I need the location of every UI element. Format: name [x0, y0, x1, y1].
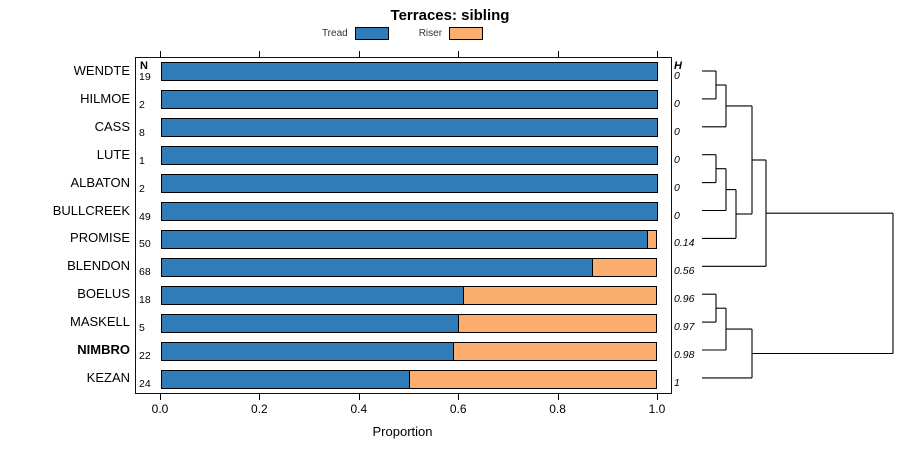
- stacked-bar: [161, 174, 658, 194]
- h-value: 0.97: [674, 321, 695, 334]
- legend-item: Tread: [322, 27, 389, 40]
- h-column-header: H: [674, 60, 682, 72]
- n-value: 1: [139, 154, 145, 167]
- n-value: 18: [139, 294, 151, 307]
- legend: Tread Riser: [135, 27, 670, 40]
- x-tick-top: [259, 51, 261, 57]
- category-label: CASS: [94, 118, 130, 134]
- bar-segment-tread: [161, 369, 410, 389]
- n-value: 19: [139, 70, 151, 83]
- stacked-bar: [161, 369, 657, 389]
- x-tick-bottom: [657, 394, 658, 400]
- x-tick-label: 1.0: [648, 402, 666, 416]
- bar-segment-riser: [408, 369, 657, 389]
- x-tick-top: [557, 51, 559, 57]
- stacked-bar: [161, 229, 657, 249]
- bar-segment-riser: [453, 341, 657, 361]
- x-tick-bottom: [160, 394, 161, 400]
- bar-segment-tread: [161, 62, 658, 82]
- bar-segment-tread: [161, 202, 658, 222]
- n-value: 49: [139, 210, 151, 223]
- h-value: 0: [674, 97, 680, 110]
- stacked-bar: [161, 313, 657, 333]
- tread-swatch: [354, 27, 389, 40]
- x-tick-top: [160, 51, 161, 57]
- category-label: MASKELL: [70, 314, 130, 330]
- bar-segment-tread: [161, 229, 649, 249]
- category-label: LUTE: [96, 146, 130, 162]
- x-tick-top: [657, 51, 658, 57]
- h-value: 0: [674, 153, 680, 166]
- x-tick-label: 0.2: [251, 402, 268, 416]
- h-value: 0: [674, 69, 680, 82]
- stacked-bar: [161, 285, 657, 305]
- stacked-bar: [161, 62, 658, 82]
- h-value: 0.96: [674, 293, 695, 306]
- stacked-bar: [161, 118, 658, 138]
- bar-segment-tread: [161, 146, 658, 166]
- n-value: 50: [139, 238, 151, 251]
- x-tick-top: [458, 51, 460, 57]
- n-value: 2: [139, 182, 145, 195]
- x-tick-bottom: [358, 394, 360, 400]
- category-label: PROMISE: [70, 230, 130, 246]
- bar-segment-riser: [458, 313, 657, 333]
- riser-swatch: [449, 27, 484, 40]
- category-label: BULLCREEK: [52, 202, 130, 218]
- category-label: HILMOE: [80, 90, 130, 106]
- n-value: 8: [139, 126, 145, 139]
- x-tick-top: [358, 51, 360, 57]
- x-tick-label: 0.0: [151, 402, 169, 416]
- h-value: 1: [674, 377, 680, 390]
- category-label: BOELUS: [77, 286, 130, 302]
- x-axis-label: Proportion: [372, 424, 433, 439]
- stacked-bar: [161, 146, 658, 166]
- h-value: 0.98: [674, 349, 695, 362]
- stacked-bar: [161, 202, 658, 222]
- x-tick-label: 0.8: [549, 402, 566, 416]
- n-value: 2: [139, 98, 145, 111]
- category-label: KEZAN: [86, 370, 130, 386]
- h-value: 0.14: [674, 237, 695, 250]
- bar-segment-riser: [592, 257, 657, 277]
- stacked-bar: [161, 90, 658, 110]
- n-value: 24: [139, 378, 151, 391]
- x-tick-label: 0.6: [449, 402, 467, 416]
- bar-segment-tread: [161, 257, 594, 277]
- category-label: WENDTE: [73, 62, 130, 78]
- legend-label: Riser: [418, 28, 443, 39]
- legend-label: Tread: [321, 28, 348, 39]
- x-tick-bottom: [458, 394, 460, 400]
- bar-segment-tread: [161, 118, 658, 138]
- h-value: 0: [674, 181, 680, 194]
- bar-segment-tread: [161, 341, 455, 361]
- bar-segment-riser: [647, 229, 657, 249]
- h-value: 0: [674, 209, 680, 222]
- bar-segment-tread: [161, 174, 658, 194]
- n-value: 22: [139, 350, 151, 363]
- n-value: 68: [139, 266, 151, 279]
- bar-segment-tread: [161, 90, 658, 110]
- x-tick-label: 0.4: [350, 402, 368, 416]
- x-tick-bottom: [557, 394, 559, 400]
- category-label: BLENDON: [67, 258, 130, 274]
- n-value: 5: [139, 322, 145, 335]
- n-column-header: N: [140, 60, 148, 72]
- x-tick-bottom: [259, 394, 261, 400]
- h-value: 0: [674, 125, 680, 138]
- stacked-bar: [161, 341, 657, 361]
- bar-segment-tread: [161, 313, 460, 333]
- h-value: 0.56: [674, 265, 695, 278]
- stacked-bar: [161, 257, 657, 277]
- legend-item: Riser: [418, 27, 484, 40]
- category-label: NIMBRO: [77, 342, 130, 358]
- bar-segment-riser: [463, 285, 657, 305]
- chart-title: Terraces: sibling: [390, 7, 510, 24]
- plot-area: [135, 57, 672, 394]
- category-label: ALBATON: [70, 174, 130, 190]
- bar-segment-tread: [161, 285, 465, 305]
